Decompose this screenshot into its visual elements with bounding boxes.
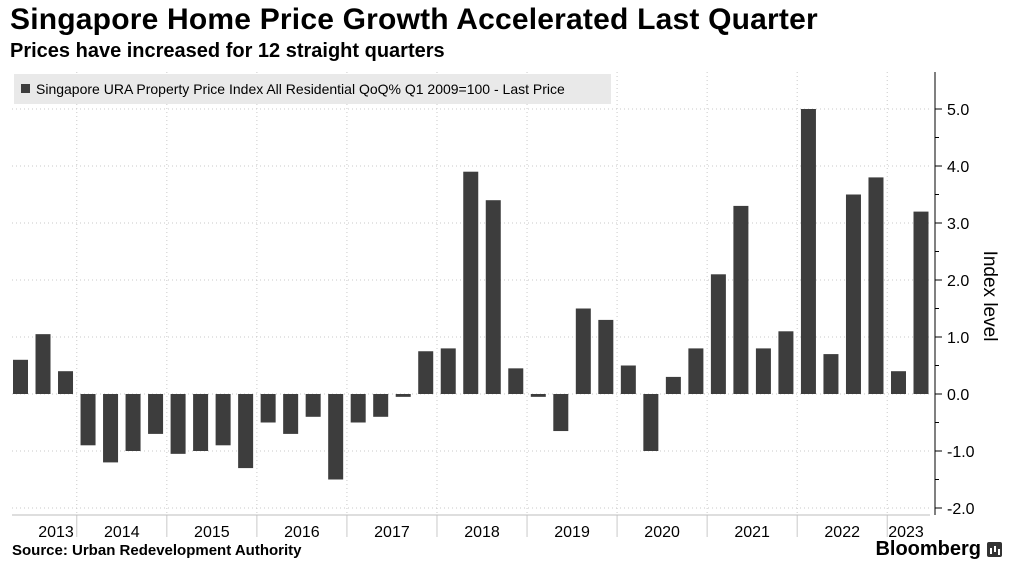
bar-2016-q2	[305, 394, 321, 417]
y-tick-label: 2.0	[947, 273, 969, 290]
bar-2022-q3	[868, 177, 884, 394]
source-note: Source: Urban Redevelopment Authority	[12, 542, 302, 559]
bar-2020-q4	[710, 274, 726, 394]
bar-2015-q1	[193, 394, 209, 451]
x-tick-label: 2020	[644, 524, 680, 541]
bar-2013-q2	[35, 334, 51, 394]
bar-2019-q4	[620, 365, 636, 394]
x-axis-labels: 2013 2014 2015 2016 2017 2018 2019 2020 2021 2022…	[12, 514, 930, 541]
y-tick-label: 0.0	[947, 387, 969, 404]
bar-2016-q1	[283, 394, 299, 434]
bar-2022-q4	[890, 371, 906, 394]
bar-2013-q4	[80, 394, 96, 446]
bar-2019-q2	[575, 308, 591, 394]
chart-title: Singapore Home Price Growth Accelerated …	[10, 3, 818, 36]
legend: Singapore URA Property Price Index All R…	[14, 74, 611, 104]
bars	[13, 109, 929, 480]
x-tick-label: 2016	[284, 524, 320, 541]
bar-2018-q4	[530, 394, 546, 397]
x-tick-label: 2019	[554, 524, 590, 541]
y-tick-label: -2.0	[947, 501, 975, 518]
x-tick-label: 2014	[104, 524, 140, 541]
y-tick-label: 1.0	[947, 330, 969, 347]
y-tick-label: -1.0	[947, 444, 975, 461]
y-tick-label: 3.0	[947, 216, 969, 233]
bar-2017-q2	[395, 394, 411, 397]
bar-2022-q1	[823, 354, 839, 394]
bar-2014-q4	[170, 394, 186, 454]
bar-2021-q2	[755, 348, 771, 394]
bar-2019-q3	[598, 319, 614, 394]
bar-2021-q1	[733, 205, 749, 394]
brand-name: Bloomberg	[875, 538, 981, 560]
legend-swatch	[21, 84, 30, 93]
bar-2020-q1	[643, 394, 659, 451]
chart-subtitle: Prices have increased for 12 straight qu…	[10, 40, 445, 62]
bar-2013-q3	[58, 371, 74, 394]
bloomberg-chart-icon	[987, 542, 1002, 557]
y-tick-label: 4.0	[947, 159, 969, 176]
bar-2023-q1	[913, 211, 929, 394]
bar-2020-q3	[688, 348, 704, 394]
y-tick-label: 5.0	[947, 102, 969, 119]
bar-2017-q3	[418, 351, 434, 394]
bar-2017-q1	[373, 394, 389, 417]
bar-2014-q2	[125, 394, 141, 451]
bar-2015-q2	[215, 394, 231, 446]
x-tick-label: 2022	[824, 524, 860, 541]
bar-2018-q2	[485, 200, 501, 394]
x-tick-label: 2018	[464, 524, 500, 541]
bar-2015-q3	[238, 394, 254, 469]
x-tick-label: 2013	[38, 524, 74, 541]
bar-2021-q4	[800, 109, 816, 394]
x-tick-label: 2017	[374, 524, 410, 541]
bar-2022-q2	[845, 194, 861, 394]
y-axis-title: Index level	[979, 251, 1000, 342]
bar-2021-q3	[778, 331, 794, 394]
y-axis: 5.0 4.0 3.0 2.0 1.0 0.0 -1.0 -2.0	[934, 72, 975, 518]
bar-2018-q1	[463, 171, 479, 394]
bar-2014-q1	[103, 394, 119, 463]
legend-background	[14, 74, 611, 104]
bar-2019-q1	[553, 394, 569, 432]
bar-2014-q3	[148, 394, 164, 434]
x-tick-label: 2023	[888, 524, 924, 541]
bar-2013-q1	[13, 359, 28, 394]
grid-lines	[12, 72, 930, 515]
bar-2016-q4	[350, 394, 366, 423]
legend-label: Singapore URA Property Price Index All R…	[36, 81, 565, 97]
x-tick-label: 2015	[194, 524, 230, 541]
bar-2016-q3	[328, 394, 344, 480]
bar-2020-q2	[665, 376, 681, 394]
x-tick-label: 2021	[734, 524, 770, 541]
bloomberg-logo: Bloomberg	[875, 538, 1002, 561]
bar-2018-q3	[508, 368, 524, 394]
bar-2015-q4	[260, 394, 276, 423]
bar-2017-q4	[440, 348, 456, 394]
